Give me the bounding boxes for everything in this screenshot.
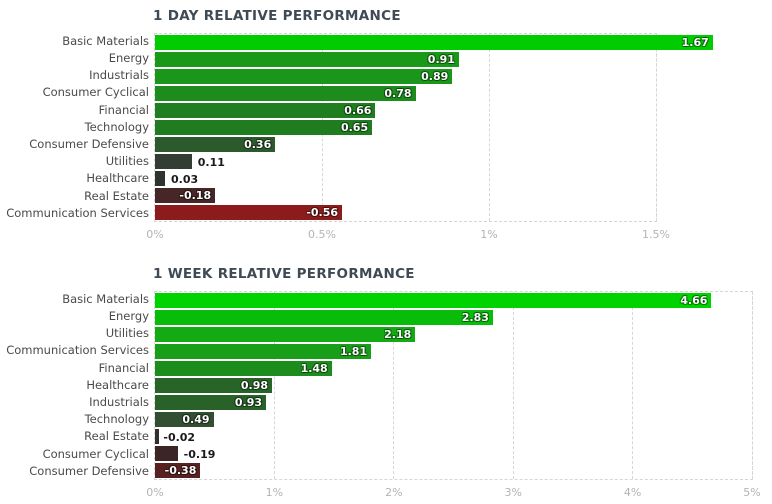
category-label-consumer-cyclical: Consumer Cyclical [42,446,149,461]
bar-energy[interactable]: 0.91 [155,51,459,68]
category-axis: Basic Materials Energy Industrials Consumer… [0,33,149,222]
bar-basic-materials[interactable]: 4.66 [155,292,712,309]
bar-value-label: 0.36 [244,137,272,151]
bar-healthcare[interactable]: 0.98 [155,377,272,394]
bar-value-label: 2.18 [384,327,412,341]
gridline [488,34,490,221]
category-label-industrials: Industrials [89,394,149,409]
bar-financial[interactable]: 1.48 [155,360,332,377]
bar-basic-materials[interactable]: 1.67 [155,34,713,51]
bar-energy[interactable]: 2.83 [155,309,493,326]
bar-consumer-defensive[interactable]: -0.38 [155,462,201,479]
bar-value-label: 1.81 [339,344,368,358]
gridline [393,292,395,479]
category-label-communication-services: Communication Services [6,343,149,358]
x-tick-label: 5% [743,486,761,499]
x-tick-label: 1% [480,228,498,241]
bar-consumer-defensive[interactable]: 0.36 [155,136,276,153]
gridline [632,292,634,479]
x-axis: 0% 1% 2% 3% 4% 5% [146,486,760,500]
category-label-utilities: Utilities [105,154,149,169]
category-label-real-estate: Real Estate [84,429,149,444]
category-label-energy: Energy [108,51,149,66]
category-label-technology: Technology [84,119,149,134]
gridline [751,292,753,479]
bar-technology[interactable]: 0.49 [155,411,214,428]
plot-area: 4.66 2.83 2.18 1.81 1.48 0.98 0.93 0.49 -0.02 -0.… [154,291,753,480]
gridline [512,292,514,479]
x-tick-label: 0.5% [308,228,336,241]
bar-value-label: -0.02 [163,430,196,444]
bar-value-label: 0.66 [344,103,372,117]
category-label-financial: Financial [98,360,149,375]
bar-communication-services[interactable]: -0.56 [155,204,343,221]
bar-value-label: 4.66 [680,293,708,307]
category-label-consumer-cyclical: Consumer Cyclical [42,85,149,100]
bar-industrials[interactable]: 0.93 [155,394,267,411]
category-label-basic-materials: Basic Materials [62,291,149,306]
chart-1-day-relative-performance: 1 DAY RELATIVE PERFORMANCE Basic Materia… [0,0,772,250]
bar-value-label: 0.78 [384,86,412,100]
category-label-utilities: Utilities [105,326,149,341]
bar-value-label: -0.56 [306,205,339,219]
bar-communication-services[interactable]: 1.81 [155,343,372,360]
x-tick-label: 0% [146,228,164,241]
x-tick-label: 3% [504,486,522,499]
bar-healthcare[interactable] [155,170,166,187]
category-label-industrials: Industrials [89,68,149,83]
x-tick-label: 0% [146,486,164,499]
bar-utilities[interactable]: 2.18 [155,326,416,343]
category-label-real-estate: Real Estate [84,188,149,203]
bar-real-estate[interactable]: -0.18 [155,187,216,204]
bar-industrials[interactable]: 0.89 [155,68,453,85]
bar-technology[interactable]: 0.65 [155,119,373,136]
category-label-communication-services: Communication Services [6,205,149,220]
chart-title: 1 DAY RELATIVE PERFORMANCE [153,8,401,24]
bar-value-label: 0.89 [421,69,449,83]
plot-area: 1.67 0.91 0.89 0.78 0.66 0.65 0.36 0.11 0.03 -0.1… [154,33,713,222]
category-label-basic-materials: Basic Materials [62,33,149,48]
bar-value-label: 0.03 [171,172,199,186]
bar-utilities[interactable] [155,153,192,170]
bar-value-label: 0.98 [240,378,268,392]
bar-value-label: -0.38 [164,463,197,477]
bar-value-label: 2.83 [461,310,489,324]
category-label-consumer-defensive: Consumer Defensive [29,463,149,478]
bar-value-label: 0.91 [427,52,455,66]
gridline [655,34,657,221]
category-axis: Basic Materials Energy Utilities Communicat… [0,291,149,480]
bar-value-label: 0.11 [197,155,225,169]
x-tick-label: 1.5% [642,228,670,241]
bar-value-label: 0.93 [234,395,263,409]
bar-value-label: 0.65 [340,120,369,134]
category-label-financial: Financial [98,102,149,117]
bar-consumer-cyclical[interactable]: 0.78 [155,85,416,102]
x-tick-label: 4% [623,486,642,499]
gridline [273,292,275,479]
bar-value-label: -0.19 [183,447,216,461]
category-label-energy: Energy [108,309,149,324]
bar-real-estate[interactable] [155,428,159,445]
category-label-healthcare: Healthcare [86,171,149,186]
x-tick-label: 2% [385,486,403,499]
category-label-healthcare: Healthcare [86,377,149,392]
chart-1-week-relative-performance: 1 WEEK RELATIVE PERFORMANCE Basic Materi… [0,258,772,504]
category-label-consumer-defensive: Consumer Defensive [29,136,149,151]
category-label-technology: Technology [84,412,149,427]
x-axis: 0% 0.5% 1% 1.5% [146,228,670,242]
chart-title: 1 WEEK RELATIVE PERFORMANCE [153,266,415,282]
bar-value-label: 1.48 [300,361,328,375]
bar-value-label: 1.67 [681,35,709,49]
bar-value-label: 0.49 [182,412,210,426]
bar-value-label: -0.18 [179,188,212,202]
bar-consumer-cyclical[interactable] [155,445,178,462]
x-tick-label: 1% [265,486,284,499]
bar-financial[interactable]: 0.66 [155,102,376,119]
